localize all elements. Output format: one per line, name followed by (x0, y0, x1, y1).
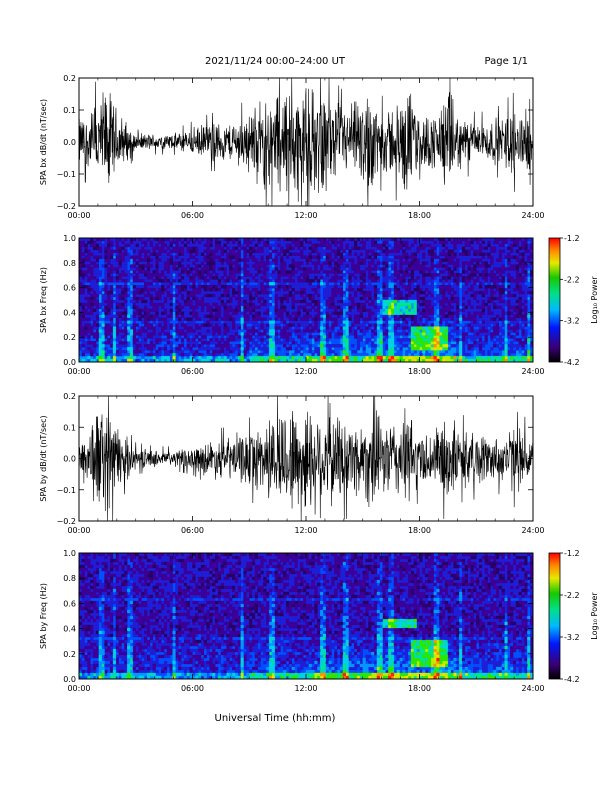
colorbar-tick-label: -3.2 (564, 317, 580, 326)
y-tick-label: 1.0 (63, 549, 76, 558)
y-tick-label: 0.8 (63, 574, 76, 583)
y-tick-label: −0.2 (57, 517, 76, 526)
y-tick-label: 0.0 (63, 358, 76, 367)
x-tick-label: 24:00 (521, 684, 544, 693)
page-indicator: Page 1/1 (485, 56, 528, 67)
y-axis-label: SPA bx dB/dt (nT/sec) (39, 99, 48, 185)
y-tick-label: 0.8 (63, 259, 76, 268)
x-tick-label: 06:00 (181, 367, 204, 376)
y-tick-label: 0.4 (63, 308, 76, 317)
by-spectrogram-panel: -1.2 -2.2 -3.2 -4.2 Log₁₀ Power 1.0 0.8 0.6 0.4 0… (39, 549, 599, 693)
x-tick-label: 12:00 (294, 211, 317, 220)
x-tick-label: 18:00 (408, 211, 431, 220)
y-axis-label: SPA by dB/dt (nT/sec) (39, 415, 48, 501)
bx-waveform-panel: 0.2 0.1 0.0 −0.1 −0.200:00 06:00 12:00 18:00 24:… (39, 74, 545, 220)
y-tick-label: 0.1 (63, 106, 76, 115)
bx-spectrogram-panel: -1.2 -2.2 -3.2 -4.2 Log₁₀ Power 1.0 0.8 0.6 0.4 0… (39, 234, 599, 376)
colorbar-tick-label: -2.2 (564, 591, 580, 600)
x-tick-label: 24:00 (521, 526, 544, 535)
colorbar-tick-label: -3.2 (564, 633, 580, 642)
y-tick-label: −0.2 (57, 202, 76, 211)
x-tick-label: 18:00 (408, 526, 431, 535)
x-tick-label: 18:00 (408, 684, 431, 693)
y-axis-label: SPA bx Freq (Hz) (39, 267, 48, 333)
y-tick-label: 0.2 (63, 333, 76, 342)
by-waveform-panel: 0.2 0.1 0.0 −0.1 −0.200:00 06:00 12:00 18:00 24:… (39, 392, 545, 535)
y-tick-label: 0.0 (63, 675, 76, 684)
y-tick-label: 0.6 (63, 599, 76, 608)
x-tick-label: 06:00 (181, 526, 204, 535)
y-tick-label: 0.2 (63, 392, 76, 401)
colorbar-label: Log₁₀ Power (590, 276, 599, 324)
colorbar-tick-label: -1.2 (564, 234, 580, 243)
waveform-trace (78, 77, 533, 207)
y-axis-label: SPA by Freq (Hz) (39, 583, 48, 649)
colorbar-tick-label: -2.2 (564, 275, 580, 284)
colorbar-tick-label: -1.2 (564, 549, 580, 558)
y-tick-label: 0.0 (63, 455, 76, 464)
date-range-title: 2021/11/24 00:00–24:00 UT (205, 56, 346, 67)
x-tick-label: 12:00 (294, 526, 317, 535)
colorbar-label: Log₁₀ Power (590, 592, 599, 640)
x-tick-label: 06:00 (181, 684, 204, 693)
x-tick-label: 12:00 (294, 684, 317, 693)
x-axis-label: Universal Time (hh:mm) (215, 713, 336, 724)
x-tick-label: 24:00 (521, 211, 544, 220)
colorbar (548, 552, 561, 680)
x-tick-label: 24:00 (521, 367, 544, 376)
y-tick-label: 0.0 (63, 138, 76, 147)
x-tick-label: 00:00 (67, 526, 90, 535)
spectrogram-cells (78, 552, 534, 647)
x-tick-label: 12:00 (294, 367, 317, 376)
y-tick-label: 0.2 (63, 650, 76, 659)
y-tick-label: 1.0 (63, 234, 76, 243)
colorbar-tick-label: -4.2 (564, 675, 580, 684)
y-tick-label: 0.6 (63, 284, 76, 293)
waveform-trace (78, 395, 533, 522)
x-tick-label: 00:00 (67, 684, 90, 693)
x-tick-label: 00:00 (67, 367, 90, 376)
y-tick-label: −0.1 (57, 170, 76, 179)
x-tick-label: 00:00 (67, 211, 90, 220)
y-tick-label: 0.4 (63, 625, 76, 634)
x-tick-label: 18:00 (408, 367, 431, 376)
colorbar (548, 237, 561, 363)
colorbar-tick-label: -4.2 (564, 358, 580, 367)
x-tick-label: 06:00 (181, 211, 204, 220)
y-tick-label: 0.1 (63, 423, 76, 432)
y-tick-label: 0.2 (63, 74, 76, 83)
y-tick-label: −0.1 (57, 486, 76, 495)
